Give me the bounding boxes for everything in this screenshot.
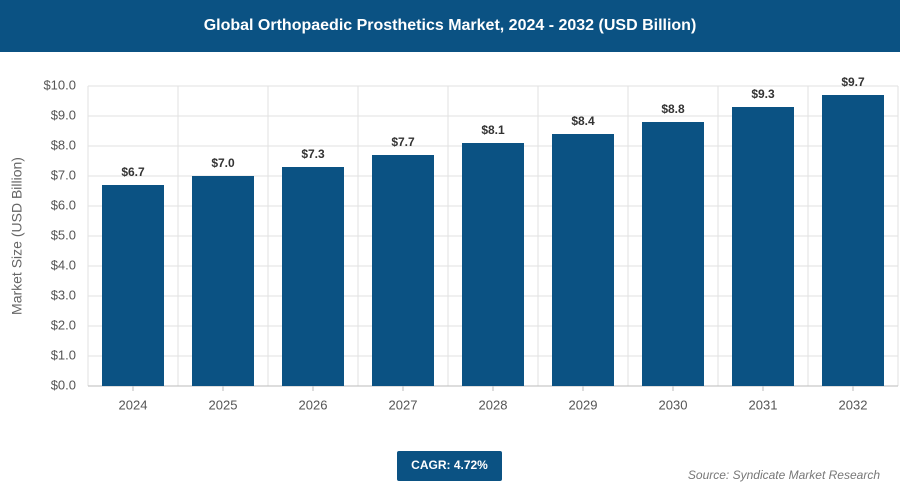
- x-tick-label: 2026: [299, 397, 328, 412]
- bar: [732, 107, 794, 386]
- y-tick-label: $7.0: [51, 167, 76, 182]
- bar: [822, 95, 884, 386]
- y-tick-label: $3.0: [51, 287, 76, 302]
- bar: [102, 185, 164, 386]
- cagr-text: CAGR: 4.72%: [411, 458, 488, 472]
- y-tick-label: $6.0: [51, 197, 76, 212]
- value-label: $7.3: [301, 147, 325, 161]
- bar: [642, 122, 704, 386]
- y-tick-label: $8.0: [51, 137, 76, 152]
- y-axis-label: Market Size (USD Billion): [9, 157, 25, 315]
- x-tick-label: 2029: [569, 397, 598, 412]
- bar: [462, 143, 524, 386]
- title-banner: [0, 0, 900, 52]
- bar: [552, 134, 614, 386]
- y-tick-label: $4.0: [51, 257, 76, 272]
- value-label: $8.8: [661, 102, 685, 116]
- source: Source: Syndicate Market Research: [688, 468, 880, 482]
- x-tick-label: 2027: [389, 397, 418, 412]
- x-tick-label: 2024: [119, 397, 148, 412]
- x-tick-label: 2025: [209, 397, 238, 412]
- bar: [372, 155, 434, 386]
- x-tick-label: 2028: [479, 397, 508, 412]
- chart-title: Global Orthopaedic Prosthetics Market, 2…: [204, 17, 697, 34]
- value-label: $8.4: [571, 114, 595, 128]
- x-tick-label: 2030: [659, 397, 688, 412]
- y-tick-label: $2.0: [51, 317, 76, 332]
- x-tick-label: 2032: [839, 397, 868, 412]
- x-tick-label: 2031: [749, 397, 778, 412]
- y-tick-label: $9.0: [51, 107, 76, 122]
- value-label: $9.3: [751, 87, 775, 101]
- bar: [192, 176, 254, 386]
- cagr-box: [397, 451, 502, 481]
- y-tick-label: $5.0: [51, 227, 76, 242]
- value-label: $9.7: [841, 75, 865, 89]
- bar: [282, 167, 344, 386]
- y-tick-label: $1.0: [51, 347, 76, 362]
- value-label: $6.7: [121, 165, 145, 179]
- value-label: $7.7: [391, 135, 415, 149]
- value-label: $7.0: [211, 156, 235, 170]
- value-label: $8.1: [481, 123, 505, 137]
- y-tick-label: $10.0: [43, 77, 76, 92]
- y-tick-label: $0.0: [51, 377, 76, 392]
